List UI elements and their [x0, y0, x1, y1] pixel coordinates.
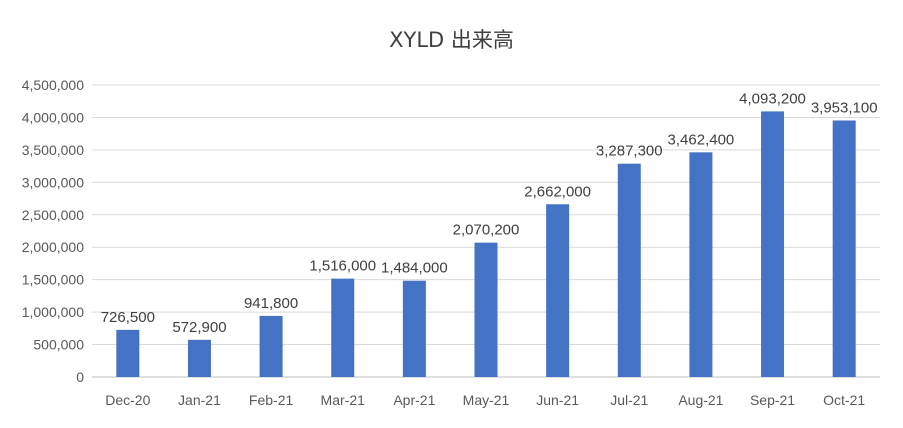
y-tick-label: 4,500,000: [22, 77, 84, 93]
data-label: 1,484,000: [381, 260, 448, 277]
y-tick-label: 3,500,000: [22, 142, 84, 158]
data-label: 3,953,100: [811, 99, 878, 116]
x-tick-label: Sep-21: [750, 392, 795, 408]
data-label: 4,093,200: [739, 90, 806, 107]
y-tick-label: 1,500,000: [22, 272, 84, 288]
data-label: 1,516,000: [309, 258, 376, 275]
y-tick-label: 3,000,000: [22, 174, 84, 190]
x-tick-label: Oct-21: [823, 392, 865, 408]
bar-mar-21: [331, 278, 355, 377]
bar-oct-21: [832, 120, 856, 377]
data-label: 726,500: [101, 309, 155, 326]
chart-title: XYLD 出来高: [389, 28, 514, 52]
x-tick-label: Apr-21: [393, 392, 435, 408]
bar-sep-21: [761, 111, 785, 378]
x-tick-label: Jun-21: [536, 392, 579, 408]
bar-dec-20: [116, 329, 140, 377]
y-tick-label: 500,000: [33, 337, 84, 353]
data-label: 3,287,300: [596, 143, 663, 160]
bar-may-21: [474, 242, 498, 377]
x-tick-label: May-21: [463, 392, 510, 408]
x-tick-label: Dec-20: [105, 392, 150, 408]
y-tick-label: 4,000,000: [22, 109, 84, 125]
y-tick-label: 0: [76, 369, 84, 385]
data-label: 2,662,000: [524, 183, 591, 200]
y-tick-label: 1,000,000: [22, 304, 84, 320]
bar-jul-21: [617, 163, 641, 377]
bar-jan-21: [187, 339, 211, 377]
x-tick-label: Mar-21: [321, 392, 366, 408]
x-tick-label: Aug-21: [678, 392, 723, 408]
bar-apr-21: [402, 280, 426, 377]
y-tick-label: 2,000,000: [22, 239, 84, 255]
bar-feb-21: [259, 315, 283, 377]
data-label: 941,800: [244, 295, 298, 312]
data-label: 3,462,400: [668, 131, 735, 148]
data-label: 2,070,200: [453, 222, 520, 239]
x-tick-label: Feb-21: [249, 392, 294, 408]
bar-jun-21: [546, 204, 570, 377]
y-tick-label: 2,500,000: [22, 207, 84, 223]
x-tick-label: Jul-21: [610, 392, 648, 408]
x-tick-label: Jan-21: [178, 392, 221, 408]
data-label: 572,900: [172, 319, 226, 336]
bar-aug-21: [689, 152, 713, 377]
